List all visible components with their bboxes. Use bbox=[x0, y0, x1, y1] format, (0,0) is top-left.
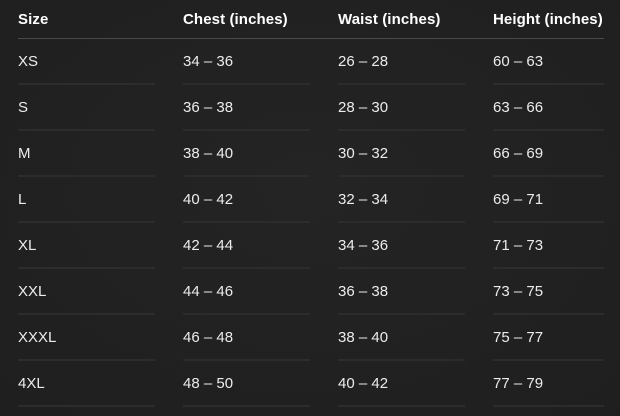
size-cell: 4XL bbox=[18, 361, 155, 407]
waist-cell: 40 – 42 bbox=[338, 361, 465, 407]
size-cell: S bbox=[18, 85, 155, 131]
waist-cell: 28 – 30 bbox=[338, 85, 465, 131]
size-cell: M bbox=[18, 131, 155, 177]
column-header-waist: Waist (inches) bbox=[338, 10, 441, 28]
height-cell: 69 – 71 bbox=[493, 177, 604, 223]
chest-cell: 38 – 40 bbox=[183, 131, 310, 177]
size-cell: XL bbox=[18, 223, 155, 269]
waist-cell: 26 – 28 bbox=[338, 39, 465, 85]
table-row: XXXL 46 – 48 38 – 40 75 – 77 bbox=[18, 315, 604, 361]
chest-cell: 44 – 46 bbox=[183, 269, 310, 315]
height-cell: 63 – 66 bbox=[493, 85, 604, 131]
chest-cell: 48 – 50 bbox=[183, 361, 310, 407]
table-row: XL 42 – 44 34 – 36 71 – 73 bbox=[18, 223, 604, 269]
chest-cell: 34 – 36 bbox=[183, 39, 310, 85]
table-body: XS 34 – 36 26 – 28 60 – 63 S 36 – 38 28 – 30 63… bbox=[18, 39, 604, 407]
waist-cell: 34 – 36 bbox=[338, 223, 465, 269]
height-cell: 66 – 69 bbox=[493, 131, 604, 177]
table-row: S 36 – 38 28 – 30 63 – 66 bbox=[18, 85, 604, 131]
table-row: M 38 – 40 30 – 32 66 – 69 bbox=[18, 131, 604, 177]
waist-cell: 32 – 34 bbox=[338, 177, 465, 223]
table-row: L 40 – 42 32 – 34 69 – 71 bbox=[18, 177, 604, 223]
chest-cell: 40 – 42 bbox=[183, 177, 310, 223]
chest-cell: 42 – 44 bbox=[183, 223, 310, 269]
height-cell: 75 – 77 bbox=[493, 315, 604, 361]
size-cell: XXXL bbox=[18, 315, 155, 361]
column-header-height: Height (inches) bbox=[493, 10, 603, 28]
table-row: XXL 44 – 46 36 – 38 73 – 75 bbox=[18, 269, 604, 315]
column-header-size: Size bbox=[18, 10, 49, 28]
height-cell: 71 – 73 bbox=[493, 223, 604, 269]
size-cell: XXL bbox=[18, 269, 155, 315]
column-header-chest: Chest (inches) bbox=[183, 10, 288, 28]
chest-cell: 46 – 48 bbox=[183, 315, 310, 361]
table-row: 4XL 48 – 50 40 – 42 77 – 79 bbox=[18, 361, 604, 407]
size-cell: XS bbox=[18, 39, 155, 85]
height-cell: 60 – 63 bbox=[493, 39, 604, 85]
waist-cell: 38 – 40 bbox=[338, 315, 465, 361]
height-cell: 73 – 75 bbox=[493, 269, 604, 315]
chest-cell: 36 – 38 bbox=[183, 85, 310, 131]
table-row: XS 34 – 36 26 – 28 60 – 63 bbox=[18, 39, 604, 85]
table-header-row: Size Chest (inches) Waist (inches) Height (… bbox=[18, 0, 604, 39]
height-cell: 77 – 79 bbox=[493, 361, 604, 407]
waist-cell: 30 – 32 bbox=[338, 131, 465, 177]
size-chart-table: Size Chest (inches) Waist (inches) Height (… bbox=[18, 0, 604, 407]
size-cell: L bbox=[18, 177, 155, 223]
waist-cell: 36 – 38 bbox=[338, 269, 465, 315]
